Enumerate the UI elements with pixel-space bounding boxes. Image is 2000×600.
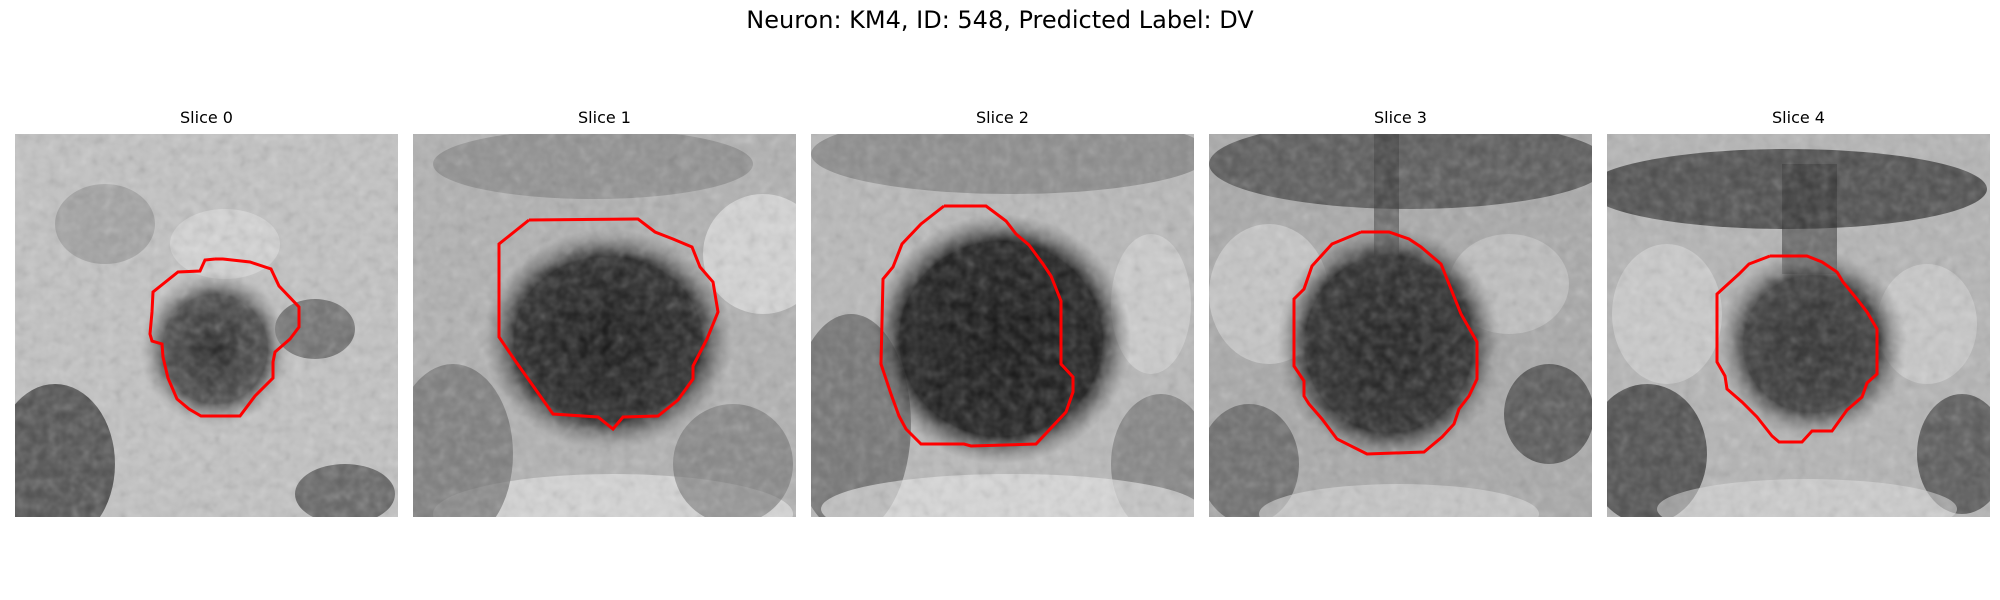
slice-title-4: Slice 4 xyxy=(1772,108,1825,127)
slice-image-3 xyxy=(1209,134,1592,517)
contour-3 xyxy=(1292,230,1479,456)
slice-panel-0: Slice 0 xyxy=(15,108,398,517)
slice-image-0 xyxy=(15,134,398,517)
figure-title: Neuron: KM4, ID: 548, Predicted Label: D… xyxy=(746,6,1254,34)
contour-0 xyxy=(148,257,301,418)
slice-title-2: Slice 2 xyxy=(976,108,1029,127)
slice-panel-2: Slice 2 xyxy=(811,108,1194,517)
slice-title-1: Slice 1 xyxy=(578,108,631,127)
slice-image-4 xyxy=(1607,134,1990,517)
slice-title-3: Slice 3 xyxy=(1374,108,1427,127)
slice-panel-3: Slice 3 xyxy=(1209,108,1592,517)
contour-4 xyxy=(1715,254,1879,444)
contour-2 xyxy=(879,204,1075,448)
slice-panel-4: Slice 4 xyxy=(1607,108,1990,517)
slice-title-0: Slice 0 xyxy=(180,108,233,127)
contour-1 xyxy=(497,217,720,432)
slice-image-2 xyxy=(811,134,1194,517)
slice-panel-1: Slice 1 xyxy=(413,108,796,517)
slice-image-1 xyxy=(413,134,796,517)
